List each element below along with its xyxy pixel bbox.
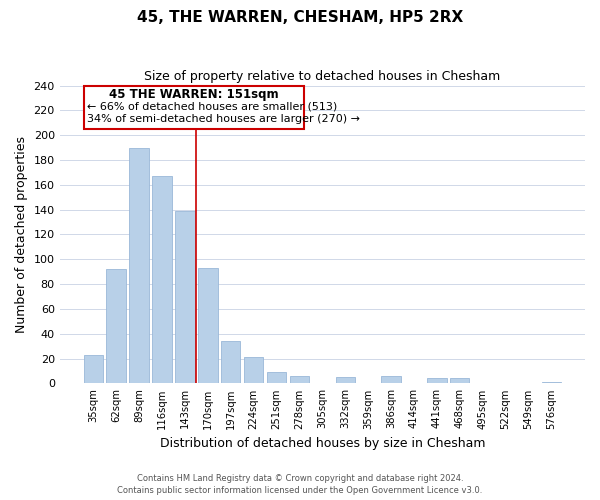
- FancyBboxPatch shape: [83, 86, 304, 129]
- Bar: [427, 378, 446, 384]
- Bar: [130, 148, 149, 384]
- Bar: [450, 378, 469, 384]
- Bar: [83, 355, 103, 384]
- Title: Size of property relative to detached houses in Chesham: Size of property relative to detached ho…: [144, 70, 500, 83]
- Text: 45 THE WARREN: 151sqm: 45 THE WARREN: 151sqm: [109, 88, 278, 101]
- Bar: [542, 382, 561, 384]
- Bar: [290, 376, 309, 384]
- Bar: [221, 341, 241, 384]
- X-axis label: Distribution of detached houses by size in Chesham: Distribution of detached houses by size …: [160, 437, 485, 450]
- Y-axis label: Number of detached properties: Number of detached properties: [15, 136, 28, 333]
- Bar: [335, 377, 355, 384]
- Bar: [267, 372, 286, 384]
- Bar: [152, 176, 172, 384]
- Bar: [382, 376, 401, 384]
- Bar: [198, 268, 218, 384]
- Bar: [106, 269, 126, 384]
- Text: 45, THE WARREN, CHESHAM, HP5 2RX: 45, THE WARREN, CHESHAM, HP5 2RX: [137, 10, 463, 25]
- Text: Contains HM Land Registry data © Crown copyright and database right 2024.
Contai: Contains HM Land Registry data © Crown c…: [118, 474, 482, 495]
- Bar: [175, 211, 194, 384]
- Text: ← 66% of detached houses are smaller (513): ← 66% of detached houses are smaller (51…: [87, 102, 337, 112]
- Bar: [244, 358, 263, 384]
- Text: 34% of semi-detached houses are larger (270) →: 34% of semi-detached houses are larger (…: [87, 114, 360, 124]
